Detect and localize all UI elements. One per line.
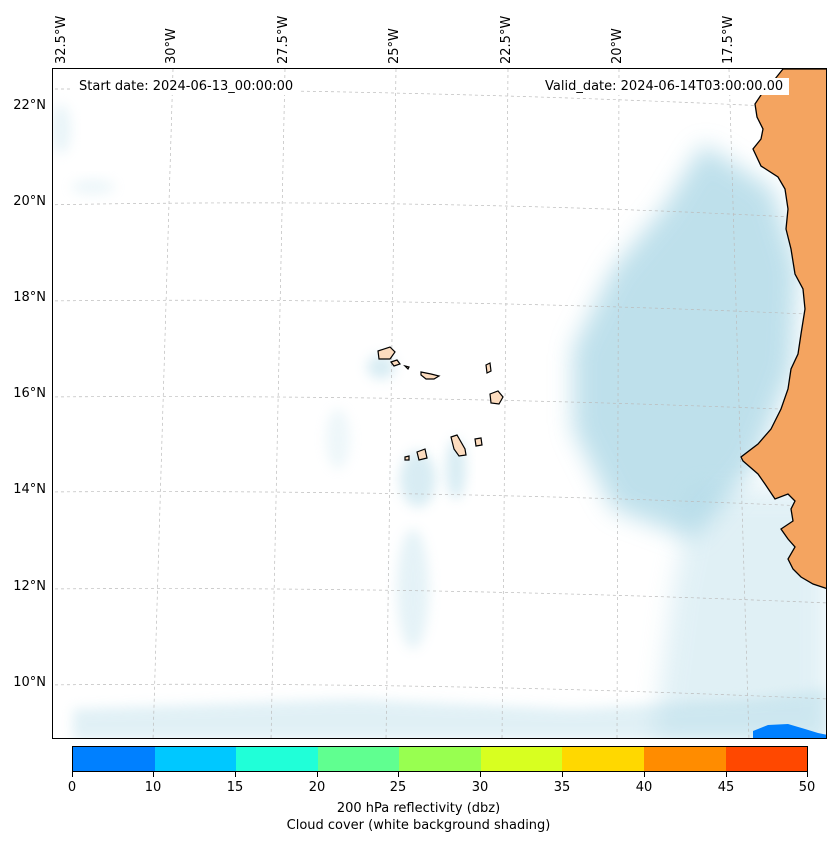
africa-mainland bbox=[740, 69, 826, 590]
colorbar-tick bbox=[480, 772, 481, 777]
island-santo-antao bbox=[377, 346, 396, 360]
colorbar-tick bbox=[562, 772, 563, 777]
colorbar-segment bbox=[643, 747, 726, 771]
island-brava bbox=[404, 455, 410, 461]
cloud-cover-islands-a bbox=[367, 355, 395, 379]
cloud-cover-south-coast bbox=[653, 489, 826, 738]
map-frame[interactable] bbox=[52, 68, 827, 739]
colorbar-segment bbox=[725, 747, 808, 771]
colorbar-tick bbox=[72, 772, 73, 777]
cape-verde-islands bbox=[377, 346, 504, 461]
colorbar-tick-label: 10 bbox=[144, 780, 162, 795]
cloud-cover-islands-b bbox=[400, 451, 436, 507]
lat-label-10n: 10°N bbox=[13, 675, 46, 690]
colorbar-tick-label: 25 bbox=[389, 780, 407, 795]
lat-label-20n: 20°N bbox=[13, 194, 46, 209]
cloud-cover-shading bbox=[53, 104, 826, 738]
island-santa-luzia bbox=[403, 364, 410, 371]
colorbar-title: 200 hPa reflectivity (dbz) bbox=[336, 801, 501, 816]
colorbar-tick bbox=[644, 772, 645, 777]
colorbar-segment bbox=[399, 747, 481, 771]
colorbar-tick-label: 45 bbox=[717, 780, 735, 795]
lon-label-30w: 30°W bbox=[164, 28, 179, 64]
lat-label-12n: 12°N bbox=[13, 579, 46, 594]
reflectivity-colorbar bbox=[72, 746, 808, 772]
colorbar-tick bbox=[317, 772, 318, 777]
colorbar-segment bbox=[480, 747, 563, 771]
colorbar-tick bbox=[153, 772, 154, 777]
island-sal bbox=[485, 362, 492, 374]
colorbar-tick bbox=[235, 772, 236, 777]
lon-label-17-5w: 17.5°W bbox=[721, 15, 736, 64]
colorbar-tick bbox=[398, 772, 399, 777]
lon-label-27-5w: 27.5°W bbox=[276, 15, 291, 64]
colorbar-tick bbox=[807, 772, 808, 777]
island-sao-vicente bbox=[390, 359, 401, 367]
lat-label-22n: 22°N bbox=[13, 98, 46, 113]
colorbar-segment bbox=[236, 747, 318, 771]
lon-label-20w: 20°W bbox=[610, 28, 625, 64]
island-boa-vista bbox=[489, 390, 504, 405]
lon-label-22-5w: 22.5°W bbox=[499, 15, 514, 64]
island-maio bbox=[474, 437, 483, 447]
colorbar-tick bbox=[726, 772, 727, 777]
island-fogo bbox=[416, 448, 428, 461]
start-date-label: Start date: 2024-06-13_00:00:00 bbox=[73, 78, 300, 95]
colorbar-tick-label: 35 bbox=[553, 780, 571, 795]
island-santiago bbox=[450, 434, 467, 457]
lon-label-25w: 25°W bbox=[387, 28, 402, 64]
graticule bbox=[53, 69, 826, 738]
colorbar-subtitle: Cloud cover (white background shading) bbox=[286, 818, 551, 833]
colorbar-tick-label: 15 bbox=[226, 780, 244, 795]
colorbar-segment bbox=[562, 747, 644, 771]
colorbar-tick-label: 50 bbox=[798, 780, 816, 795]
cloud-cover-main bbox=[573, 144, 798, 539]
valid-date-label: Valid_date: 2024-06-14T03:00:00.00 bbox=[539, 78, 790, 95]
lat-label-18n: 18°N bbox=[13, 290, 46, 305]
lat-label-16n: 16°N bbox=[13, 386, 46, 401]
colorbar-segment bbox=[73, 747, 155, 771]
cloud-cover-west-a bbox=[53, 104, 71, 154]
colorbar-tick-label: 30 bbox=[471, 780, 489, 795]
lat-label-14n: 14°N bbox=[13, 482, 46, 497]
colorbar-tick-label: 20 bbox=[308, 780, 326, 795]
cloud-cover-band-south bbox=[73, 689, 826, 738]
reflectivity-patch bbox=[753, 724, 826, 738]
cloud-cover-trail bbox=[397, 529, 429, 649]
colorbar-segment bbox=[317, 747, 400, 771]
cloud-cover-west-b bbox=[71, 179, 115, 195]
colorbar-segment bbox=[154, 747, 237, 771]
colorbar-tick-label: 0 bbox=[67, 780, 77, 795]
lon-label-32-5w: 32.5°W bbox=[54, 15, 69, 64]
cloud-cover-mid bbox=[326, 409, 350, 469]
island-sao-nicolau bbox=[420, 371, 441, 380]
map-canvas bbox=[53, 69, 826, 738]
colorbar-tick-label: 40 bbox=[635, 780, 653, 795]
